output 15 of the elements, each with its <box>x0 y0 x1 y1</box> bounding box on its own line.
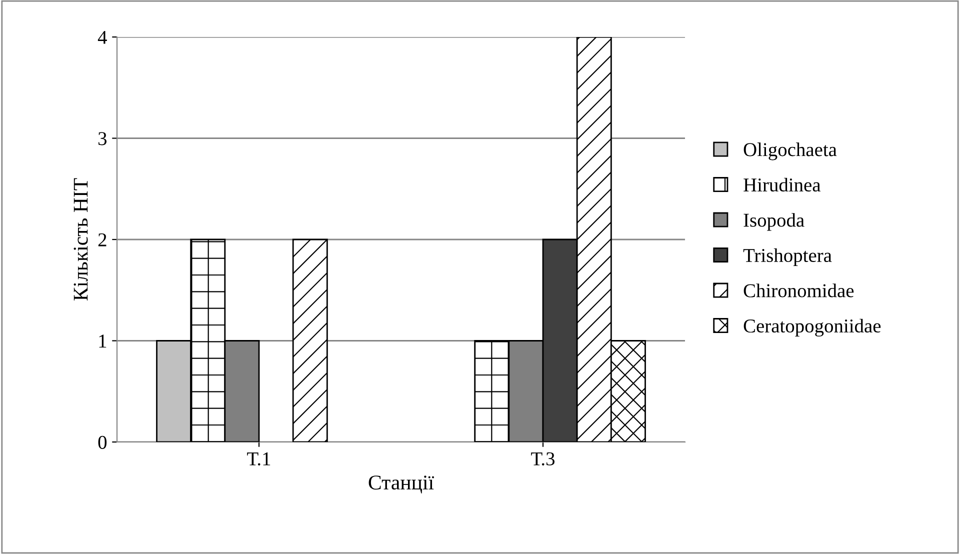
y-axis-title: Кількість НІТ <box>74 178 88 301</box>
legend-label: Oligochaeta <box>744 142 837 160</box>
legend-label: Trishoptera <box>743 248 832 266</box>
x-tick-label: Т.1 <box>247 452 270 466</box>
x-tick-label: Т.3 <box>531 452 554 466</box>
y-tick-label: 2 <box>98 233 106 246</box>
y-tick-label: 4 <box>98 30 107 44</box>
legend-label: Ceratopogoniidae <box>744 318 881 337</box>
legend-label: Hirudinea <box>744 178 821 192</box>
x-axis-title: Станції <box>368 476 434 494</box>
y-tick-label: 3 <box>98 132 107 146</box>
legend-label: Isopoda <box>744 213 804 231</box>
y-tick-label: 0 <box>98 436 107 449</box>
legend-label: Chironomidae <box>744 284 854 298</box>
y-tick-label: 1 <box>99 334 106 348</box>
